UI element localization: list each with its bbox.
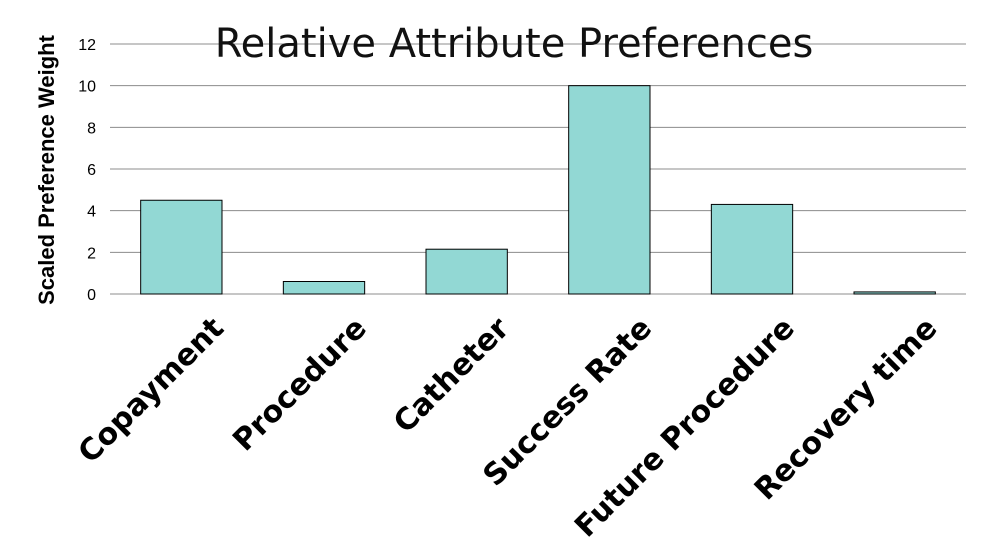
y-tick-label: 12: [78, 37, 96, 54]
chart-title: Relative Attribute Preferences: [215, 21, 814, 67]
y-tick-label: 0: [87, 287, 96, 304]
x-tick-label: Catheter: [387, 311, 516, 440]
y-tick-label: 4: [87, 204, 96, 221]
x-tick-label: Copayment: [72, 311, 231, 470]
y-tick-label: 10: [78, 79, 96, 96]
y-tick-label: 6: [87, 162, 96, 179]
gridlines: [110, 43, 966, 295]
y-tick-label: 8: [87, 120, 96, 137]
bars: [140, 85, 936, 295]
x-tick-label: Procedure: [226, 311, 373, 458]
bar-recovery-time: [853, 291, 936, 295]
bar-catheter: [425, 248, 508, 295]
bar-procedure: [282, 281, 366, 295]
y-axis-label: Scaled Preference Weight: [34, 34, 59, 304]
y-tick-label: 2: [87, 245, 96, 262]
bar-copayment: [140, 199, 223, 295]
y-axis-ticks: 0 2 4 6 8 10 12: [78, 37, 96, 304]
bar-future-procedure: [710, 203, 794, 295]
bar-success-rate: [568, 85, 651, 295]
